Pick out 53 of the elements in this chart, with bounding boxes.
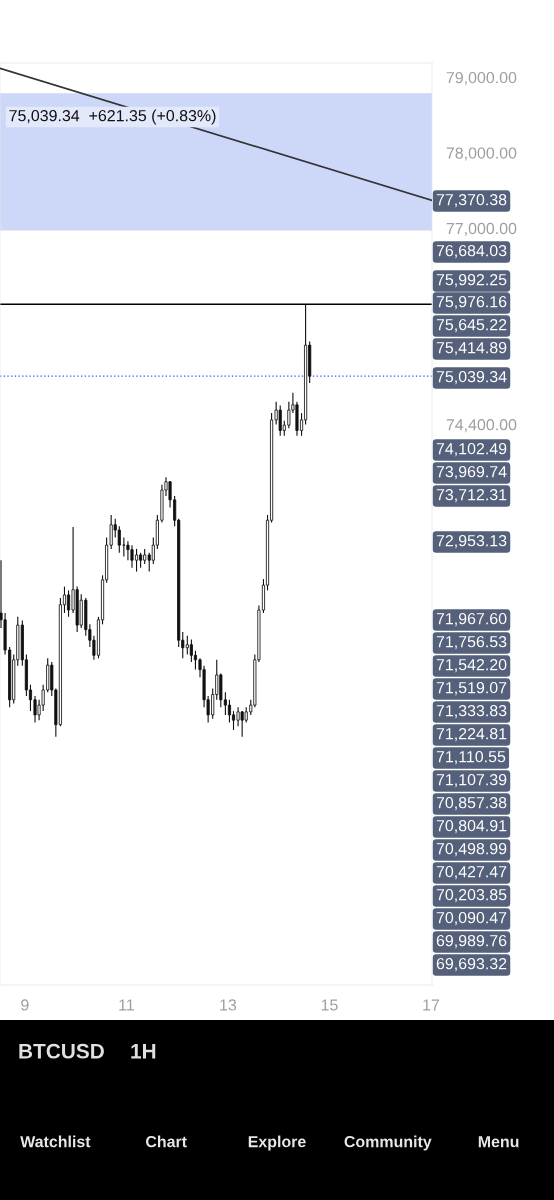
text: 71,542.20 (436, 658, 507, 673)
text: 75,992.25 (436, 273, 507, 288)
y-tick-label: 77,000.00 (446, 222, 517, 237)
text: Watchlist (20, 1135, 91, 1148)
candlestick (236, 706, 240, 727)
text: 71,224.81 (436, 727, 507, 742)
x-tick-label: 13 (220, 999, 237, 1011)
text: 70,804.91 (436, 819, 507, 834)
text: 69,693.32 (436, 957, 507, 972)
text: 71,756.53 (436, 635, 507, 650)
y-tick-label: 79,000.00 (446, 71, 517, 86)
text: 72,953.13 (436, 534, 507, 549)
text: 76,684.03 (436, 244, 507, 259)
text: 69,989.76 (436, 934, 507, 949)
text: 71,333.83 (436, 704, 507, 719)
x-tick-label: 9 (21, 999, 29, 1011)
text: 71,519.07 (436, 681, 507, 696)
y-tick-label: 78,000.00 (446, 147, 517, 161)
candlestick (185, 635, 189, 656)
text: 75,645.22 (436, 318, 507, 333)
x-tick-label: 11 (119, 999, 134, 1011)
text: 70,427.47 (436, 865, 507, 880)
text: 75,976.16 (436, 295, 507, 310)
text: 73,969.74 (436, 465, 507, 480)
text: Chart (146, 1135, 187, 1148)
candlestick (189, 638, 193, 663)
x-tick-label: 15 (321, 999, 338, 1011)
candlestick (134, 548, 139, 573)
candlestick (66, 589, 71, 618)
text: 71,110.55 (436, 750, 506, 765)
text: 73,712.31 (436, 488, 507, 503)
text: 71,107.39 (436, 773, 507, 788)
text: 1H (131, 1044, 156, 1059)
text: Community (344, 1135, 432, 1151)
text: Explore (248, 1135, 306, 1151)
candlestick (130, 544, 134, 569)
y-tick-label: 74,400.00 (446, 419, 517, 433)
text: 75,414.89 (436, 341, 507, 356)
text: 77,370.38 (436, 193, 507, 208)
x-tick-label: 17 (423, 999, 440, 1011)
text: 75,039.34 (436, 370, 507, 385)
candlestick (240, 710, 244, 738)
text: 70,090.47 (436, 911, 507, 926)
text: 70,203.85 (436, 888, 507, 903)
candlestick (227, 699, 232, 723)
text: 71,967.60 (436, 612, 507, 627)
text: 75,039.34 +621.35 (+0.83%) (9, 109, 216, 125)
text: 70,857.38 (436, 796, 507, 811)
text: 70,498.99 (436, 842, 507, 857)
candlestick (278, 404, 282, 437)
text: 74,102.49 (436, 442, 507, 457)
text: Menu (478, 1136, 519, 1148)
text: BTCUSD (19, 1043, 104, 1059)
